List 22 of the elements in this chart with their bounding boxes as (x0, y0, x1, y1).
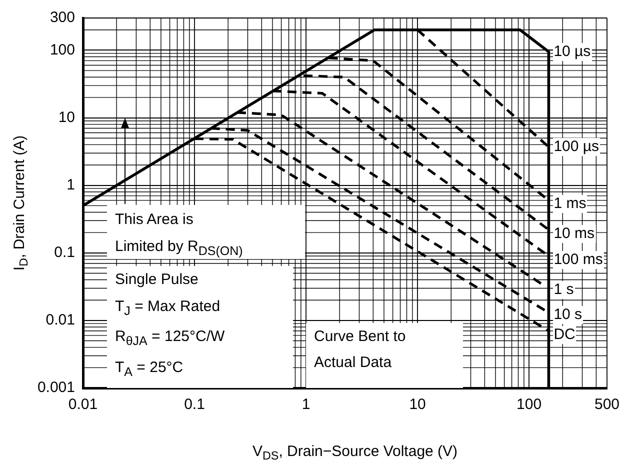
x-tick-label: 500 (594, 396, 620, 414)
series-label: 1 s (552, 281, 575, 300)
y-tick-label: 100 (50, 41, 75, 58)
y-tick-label: 10 (58, 108, 75, 126)
x-tick-label: 100 (516, 396, 542, 414)
series-label: 100 µs (552, 138, 600, 156)
y-tick-label: 0.001 (37, 379, 75, 396)
series-label: 10 µs (552, 42, 592, 61)
series-label: 10 ms (552, 224, 596, 243)
text: Single Pulse T$_{J}$ = Max Rated R$_{θJA}$ = 125°C/W T$_{A}$ = 25°C (115, 271, 225, 378)
series-label: DC (552, 326, 576, 344)
series-label: 10 s (552, 306, 584, 324)
y-tick-label: 0.01 (46, 312, 75, 329)
y-axis-title: ID, Drain Current (A) (11, 135, 31, 271)
y-tick-label: 1 (66, 176, 75, 194)
x-tick-label: 1 (302, 396, 310, 414)
y-tick-label: 300 (50, 9, 75, 26)
y-tick-label: 0.1 (54, 244, 75, 262)
x-tick-label: 10 (409, 396, 426, 414)
series-label: 100 ms (552, 250, 604, 269)
series-label: 1 ms (552, 195, 588, 214)
x-tick-label: 0.1 (184, 396, 205, 414)
